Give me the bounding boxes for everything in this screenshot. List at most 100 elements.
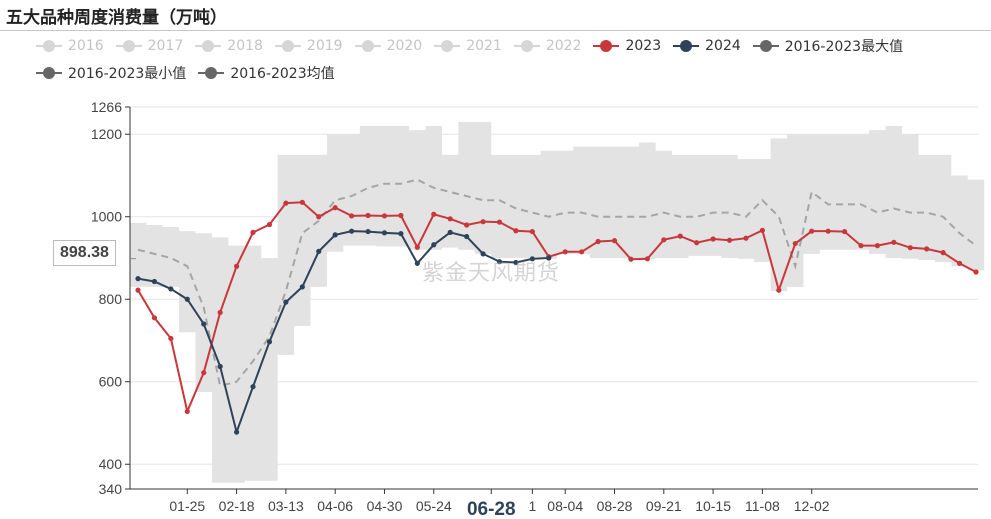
data-point-2023: [940, 250, 946, 256]
legend-item-2018[interactable]: 2018: [195, 38, 263, 54]
data-point-2023: [414, 244, 420, 250]
legend-swatch-icon: [513, 39, 540, 53]
data-point-2023: [316, 214, 322, 220]
legend-item-2016[interactable]: 2016: [36, 38, 104, 54]
data-point-2023: [464, 222, 470, 228]
data-point-2024: [398, 231, 404, 237]
x-tick-label: 05-24: [416, 498, 452, 514]
legend-swatch-icon: [673, 39, 700, 53]
legend-item-mean[interactable]: 2016-2023均值: [198, 63, 335, 83]
data-point-2024: [365, 228, 371, 235]
legend-label: 2016-2023最小值: [68, 66, 187, 82]
legend-label: 2020: [386, 38, 423, 54]
legend-swatch-icon: [36, 66, 62, 80]
data-point-2023: [858, 243, 864, 249]
data-point-2023: [447, 216, 453, 222]
legend-item-max[interactable]: 2016-2023最大值: [752, 36, 904, 56]
x-tick-label: 08-04: [547, 498, 583, 514]
data-point-2024: [316, 248, 322, 254]
data-point-2024: [184, 296, 190, 302]
data-point-2024: [201, 321, 207, 327]
data-point-2023: [792, 240, 798, 247]
data-point-2023: [759, 227, 765, 233]
data-point-2023: [496, 219, 503, 225]
series-line-2023: [137, 201, 977, 415]
x-tick-label: 03-13: [268, 498, 304, 514]
legend-item-2024[interactable]: 2024: [673, 38, 741, 54]
data-point-2024: [513, 259, 519, 266]
y-tick-label: 600: [99, 374, 123, 390]
data-point-2023: [825, 228, 831, 234]
data-point-2024: [546, 255, 552, 261]
legend-label: 2016-2023最大值: [784, 39, 904, 55]
data-point-2023: [168, 335, 174, 342]
legend-swatch-icon: [195, 39, 222, 53]
title-divider: [0, 30, 991, 31]
data-point-2023: [529, 228, 535, 235]
legend-item-min[interactable]: 2016-2023最小值: [36, 63, 186, 83]
data-point-2023: [480, 219, 486, 225]
data-point-2023: [184, 408, 190, 415]
legend-label: 2022: [545, 38, 582, 54]
legend-label: 2016: [68, 38, 104, 54]
data-point-2023: [776, 287, 782, 293]
x-tick-label: 08-28: [597, 498, 633, 514]
data-point-2024: [299, 284, 305, 290]
data-point-2023: [201, 370, 207, 376]
data-point-2023: [891, 239, 897, 245]
data-point-2023: [266, 221, 273, 228]
legend-label: 2021: [466, 38, 502, 54]
legend-swatch-icon: [115, 39, 142, 53]
data-point-2023: [250, 229, 256, 236]
data-point-2024: [480, 251, 486, 257]
data-point-2023: [924, 246, 930, 252]
data-point-2024: [529, 256, 535, 262]
legend-label: 2019: [306, 38, 343, 54]
data-point-2023: [644, 256, 650, 262]
data-point-2023: [332, 205, 338, 211]
data-point-2024: [217, 363, 223, 370]
data-point-2023: [579, 249, 585, 255]
data-point-2023: [694, 240, 700, 246]
data-point-2023: [151, 315, 158, 321]
legend-swatch-icon: [593, 39, 620, 53]
data-point-2023: [611, 238, 618, 244]
data-point-2023: [809, 228, 815, 234]
legend-label: 2016-2023均值: [230, 66, 335, 82]
legend-label: 2023: [625, 38, 662, 54]
legend-item-2021[interactable]: 2021: [434, 38, 502, 54]
legend-swatch-icon: [198, 66, 225, 80]
data-point-2024: [464, 233, 470, 240]
data-point-2023: [841, 228, 848, 235]
legend-row-2: 2016-2023最小值 2016-2023均值: [36, 62, 986, 84]
legend-item-2022[interactable]: 2022: [513, 38, 582, 54]
data-point-2023: [398, 212, 404, 219]
y-tick-label: 1000: [91, 209, 122, 225]
legend-item-2023[interactable]: 2023: [593, 38, 661, 54]
series-line-mean: [137, 178, 977, 388]
data-point-2023: [595, 238, 601, 245]
data-point-2024: [431, 242, 437, 248]
data-point-2024: [447, 229, 453, 236]
legend-label: 2018: [227, 38, 263, 54]
data-point-2023: [874, 243, 881, 249]
chart-title: 五大品种周度消费量（万吨）: [6, 8, 227, 28]
legend-label: 2024: [705, 38, 741, 54]
data-point-2024: [250, 384, 256, 390]
data-point-2023: [217, 309, 223, 316]
data-point-2024: [414, 260, 420, 266]
data-point-2023: [513, 228, 519, 234]
data-point-2023: [283, 200, 289, 206]
data-point-2024: [283, 299, 289, 305]
legend-swatch-icon: [354, 39, 381, 53]
data-point-2023: [431, 211, 437, 217]
y-pointer-value: 898.38: [53, 240, 116, 266]
legend-item-2019[interactable]: 2019: [274, 38, 343, 54]
legend: 2016 2017 2018 2019 2020 2021 2022 2023 …: [36, 35, 986, 89]
data-point-2023: [562, 249, 568, 255]
legend-item-2017[interactable]: 2017: [115, 38, 183, 54]
legend-item-2020[interactable]: 2020: [354, 38, 423, 54]
x-tick-label: 06-28: [467, 499, 516, 519]
data-point-2023: [726, 237, 733, 243]
data-point-2023: [677, 233, 683, 239]
